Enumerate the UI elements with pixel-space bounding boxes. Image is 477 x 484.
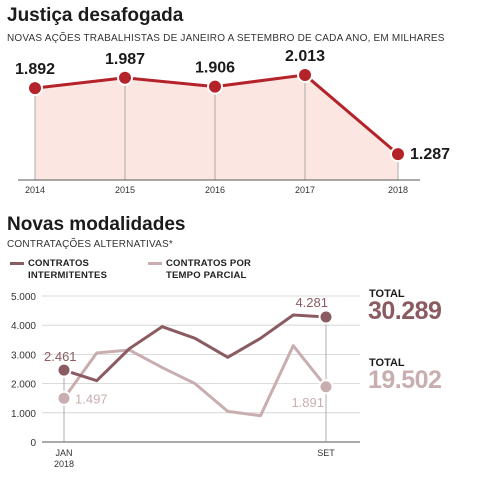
chart1-x-tick-label: 2017 — [295, 185, 315, 195]
chart2-endpoint-label-intermittent: 4.281 — [295, 295, 328, 310]
total-label-intermittent: TOTAL — [369, 288, 405, 300]
chart2-y-tick-label: 0 — [30, 438, 36, 449]
chart1-point — [207, 78, 223, 95]
chart2-title: Novas modalidades — [7, 214, 186, 235]
legend-swatch-intermittent — [10, 262, 24, 265]
chart1-data-label: 2.013 — [285, 48, 325, 65]
chart1-data-label: 1.287 — [410, 146, 450, 163]
chart1-point — [117, 69, 133, 86]
legend-label-part-time: CONTRATOS POR TEMPO PARCIAL — [166, 258, 252, 281]
chart2-y-tick-label: 5.000 — [11, 292, 36, 303]
chart2-y-tick-label: 1.000 — [11, 409, 36, 420]
chart2-endpoint-label-part-time: 1.891 — [291, 395, 324, 410]
legend-label-intermittent: CONTRATOS INTERMITENTES — [28, 258, 108, 281]
chart2-x-tick-label-set: SET — [317, 448, 335, 458]
chart1-point — [27, 80, 43, 97]
total-value-intermittent: 30.289 — [368, 297, 442, 325]
total-value-part-time: 19.502 — [368, 366, 442, 394]
chart1-data-label: 1.892 — [15, 61, 55, 78]
chart2-point-part-time — [318, 379, 334, 395]
chart2-point-intermittent — [56, 362, 72, 378]
legend-swatch-part-time — [148, 262, 162, 265]
chart2-endpoint-label-intermittent: 2.461 — [44, 349, 77, 364]
chart1-x-tick-label: 2015 — [115, 185, 135, 195]
chart1-area-chart: 1.892 2014 1.987 2015 1.906 2016 2.013 2017 1.28… — [15, 48, 450, 195]
chart2-line-intermittent — [63, 313, 327, 383]
total-label-part-time: TOTAL — [369, 357, 405, 369]
chart2-y-tick-label: 2.000 — [11, 380, 36, 391]
chart1-x-tick-label: 2018 — [388, 185, 408, 195]
chart2-line-part-time — [62, 344, 328, 418]
chart1-point — [297, 66, 313, 83]
chart2-subtitle: CONTRATAÇÕES ALTERNATIVAS* — [7, 239, 173, 250]
chart2-x-tick-label-jan: JAN 2018 — [54, 448, 74, 469]
chart1-x-tick-label: 2014 — [25, 185, 45, 195]
chart2-point-part-time — [56, 390, 72, 406]
chart1-data-label: 1.987 — [105, 51, 145, 68]
chart2-y-tick-label: 3.000 — [11, 350, 36, 361]
chart2-endpoint-label-part-time: 1.497 — [75, 391, 108, 406]
chart1-area-fill — [35, 74, 398, 180]
chart1-data-label: 1.906 — [195, 60, 235, 77]
chart1-point — [390, 146, 406, 163]
chart1-subtitle: NOVAS AÇÕES TRABALHISTAS DE JANEIRO A SE… — [7, 33, 445, 44]
chart2-y-tick-label: 4.000 — [11, 321, 36, 332]
chart1-title: Justiça desafogada — [7, 5, 184, 26]
chart2-point-intermittent — [318, 309, 334, 325]
chart1-x-tick-label: 2016 — [205, 185, 225, 195]
